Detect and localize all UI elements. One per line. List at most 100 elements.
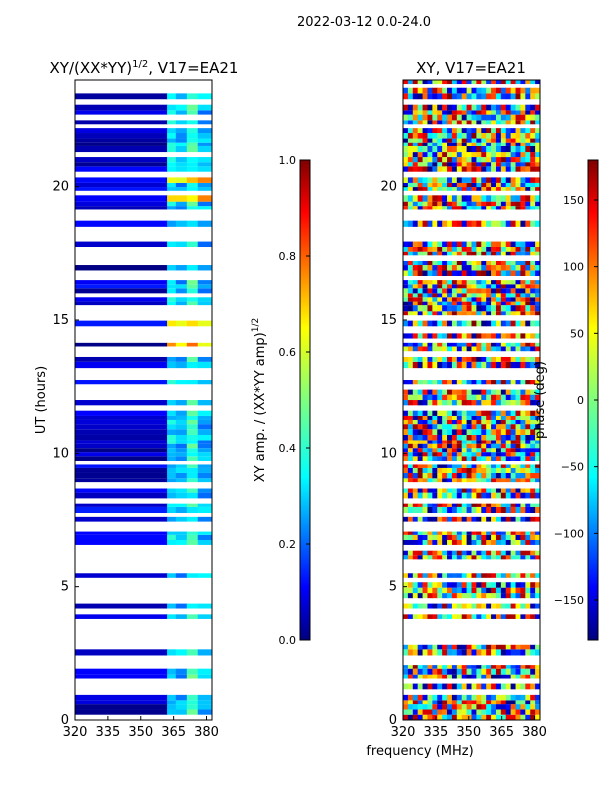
phase-cell xyxy=(403,534,409,541)
phase-cell xyxy=(412,206,419,210)
phase-cell xyxy=(451,265,458,271)
phase-cell xyxy=(495,247,502,252)
phase-cell xyxy=(495,152,502,158)
phase-cell xyxy=(520,346,526,352)
phase-cell xyxy=(417,452,424,457)
phase-cell xyxy=(530,301,536,306)
phase-cell xyxy=(442,280,448,285)
phase-cell xyxy=(403,293,409,298)
phase-cell xyxy=(466,534,472,541)
amp-cell xyxy=(167,440,177,444)
amp-cell xyxy=(167,492,177,499)
phase-cell xyxy=(456,448,463,453)
phase-cell xyxy=(505,389,512,395)
phase-cell xyxy=(447,434,453,441)
phase-cell xyxy=(500,206,507,210)
amp-cell xyxy=(197,157,212,163)
phase-cell xyxy=(491,162,497,167)
phase-cell xyxy=(407,128,414,134)
phase-cell xyxy=(432,104,438,111)
phase-cell xyxy=(515,531,521,535)
phase-cell xyxy=(456,443,463,449)
phase-cell xyxy=(481,683,487,690)
phase-cell xyxy=(471,182,477,188)
phase-cell xyxy=(481,694,487,701)
phase-cell xyxy=(505,206,512,210)
phase-cell xyxy=(505,614,512,619)
amp-cell xyxy=(186,93,199,100)
phase-cell xyxy=(422,104,428,111)
phase-cell xyxy=(432,694,438,701)
phase-cell xyxy=(525,288,531,294)
phase-cell xyxy=(535,301,540,306)
phase-cell xyxy=(461,478,468,483)
phase-cell xyxy=(495,220,502,227)
phase-cell xyxy=(427,488,433,493)
phase-cell xyxy=(442,206,448,210)
phase-cell xyxy=(466,456,472,461)
amp-cell xyxy=(197,206,212,210)
phase-cell xyxy=(535,550,540,556)
phase-cell xyxy=(417,104,424,111)
phase-cell xyxy=(466,644,472,650)
phase-cell xyxy=(417,241,424,248)
phase-cell xyxy=(466,195,472,202)
phase-cell xyxy=(481,443,487,449)
phase-cell xyxy=(491,614,497,619)
phase-cell xyxy=(437,301,443,306)
amp-y-label: UT (hours) xyxy=(34,366,49,434)
phase-cell xyxy=(466,683,472,690)
phase-cell xyxy=(481,220,487,227)
phase-cell xyxy=(437,472,443,479)
amp-cell xyxy=(197,488,212,493)
phase-cell xyxy=(437,138,443,143)
phase-cell xyxy=(535,195,540,202)
phase-cell xyxy=(417,320,424,327)
phase-cell xyxy=(403,206,409,210)
amp-cell xyxy=(175,361,188,369)
phase-cell xyxy=(520,614,526,619)
amp-cell xyxy=(167,668,177,675)
phase-cell xyxy=(491,280,497,285)
phase-cell xyxy=(495,361,502,369)
phase-cell xyxy=(530,540,536,545)
phase-cell xyxy=(515,540,521,545)
phase-cell xyxy=(437,443,443,449)
phase-cell xyxy=(456,166,463,172)
phase-cell xyxy=(530,145,536,153)
amp-cell xyxy=(175,145,188,153)
phase-cell xyxy=(447,93,453,100)
phase-cell xyxy=(432,297,438,302)
amp-cell xyxy=(197,472,212,479)
phase-cell xyxy=(422,80,428,85)
phase-cell xyxy=(442,419,448,425)
amp-cell xyxy=(167,506,177,514)
phase-cell xyxy=(500,668,507,675)
phase-cell xyxy=(481,356,487,362)
phase-cell xyxy=(530,206,536,210)
phase-cell xyxy=(417,506,424,514)
phase-cell xyxy=(417,410,424,416)
phase-cell xyxy=(510,145,517,153)
phase-cell xyxy=(447,280,453,285)
phase-cell xyxy=(471,251,477,256)
phase-cell xyxy=(491,177,497,183)
phase-cell xyxy=(412,540,419,545)
phase-cell xyxy=(407,440,414,444)
phase-cell xyxy=(481,424,487,430)
phase-cell xyxy=(451,301,458,306)
amp-cell xyxy=(197,166,212,172)
phase-cell xyxy=(407,516,414,522)
phase-cell xyxy=(520,694,526,701)
amp-cell xyxy=(175,492,188,499)
phase-cell xyxy=(461,587,468,594)
phase-cell xyxy=(437,704,443,710)
phase-cell xyxy=(486,342,492,347)
phase-cell xyxy=(461,700,468,705)
phase-cell xyxy=(456,142,463,146)
phase-cell xyxy=(412,573,419,578)
phase-cell xyxy=(407,448,414,453)
phase-cell xyxy=(461,206,468,210)
phase-cell xyxy=(486,142,492,146)
phase-cell xyxy=(505,87,512,94)
